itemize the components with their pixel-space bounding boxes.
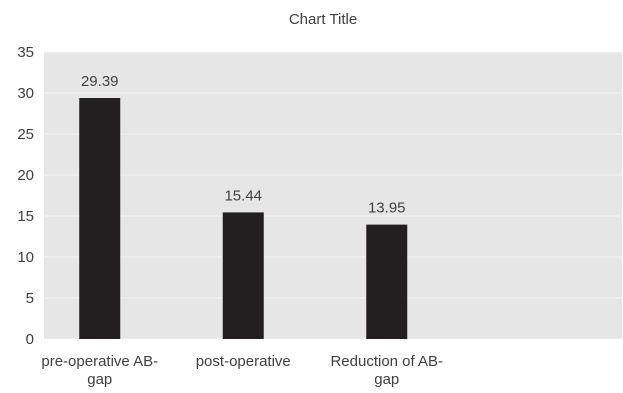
- y-tick-label: 30: [17, 85, 34, 102]
- bar: [366, 224, 408, 339]
- y-tick-label: 25: [17, 126, 34, 143]
- y-axis-ticks: 0 5 10 15 20 25 30 35: [17, 44, 34, 348]
- y-tick-label: 10: [17, 249, 34, 266]
- data-label: 15.44: [224, 187, 262, 204]
- x-tick-label: gap: [374, 371, 399, 388]
- bar: [222, 212, 264, 339]
- plot-area: [44, 52, 622, 339]
- x-tick-label: Reduction of AB-: [330, 353, 443, 370]
- data-labels: 29.39 15.44 13.95: [81, 73, 406, 217]
- x-tick-label: gap: [87, 371, 112, 388]
- gridlines: [44, 51, 622, 340]
- x-axis-labels: pre-operative AB-gap post-operative Reduct…: [41, 353, 443, 388]
- bar: [79, 98, 121, 339]
- y-tick-label: 35: [17, 44, 34, 61]
- x-tick-label: pre-operative AB-: [41, 353, 158, 370]
- y-tick-label: 15: [17, 208, 34, 225]
- y-tick-label: 0: [26, 331, 34, 348]
- y-tick-label: 5: [26, 290, 34, 307]
- y-tick-label: 20: [17, 167, 34, 184]
- data-label: 29.39: [81, 73, 119, 90]
- data-label: 13.95: [368, 200, 406, 217]
- bars: [79, 98, 408, 339]
- chart-title: Chart Title: [289, 11, 357, 28]
- x-tick-label: post-operative: [196, 353, 291, 370]
